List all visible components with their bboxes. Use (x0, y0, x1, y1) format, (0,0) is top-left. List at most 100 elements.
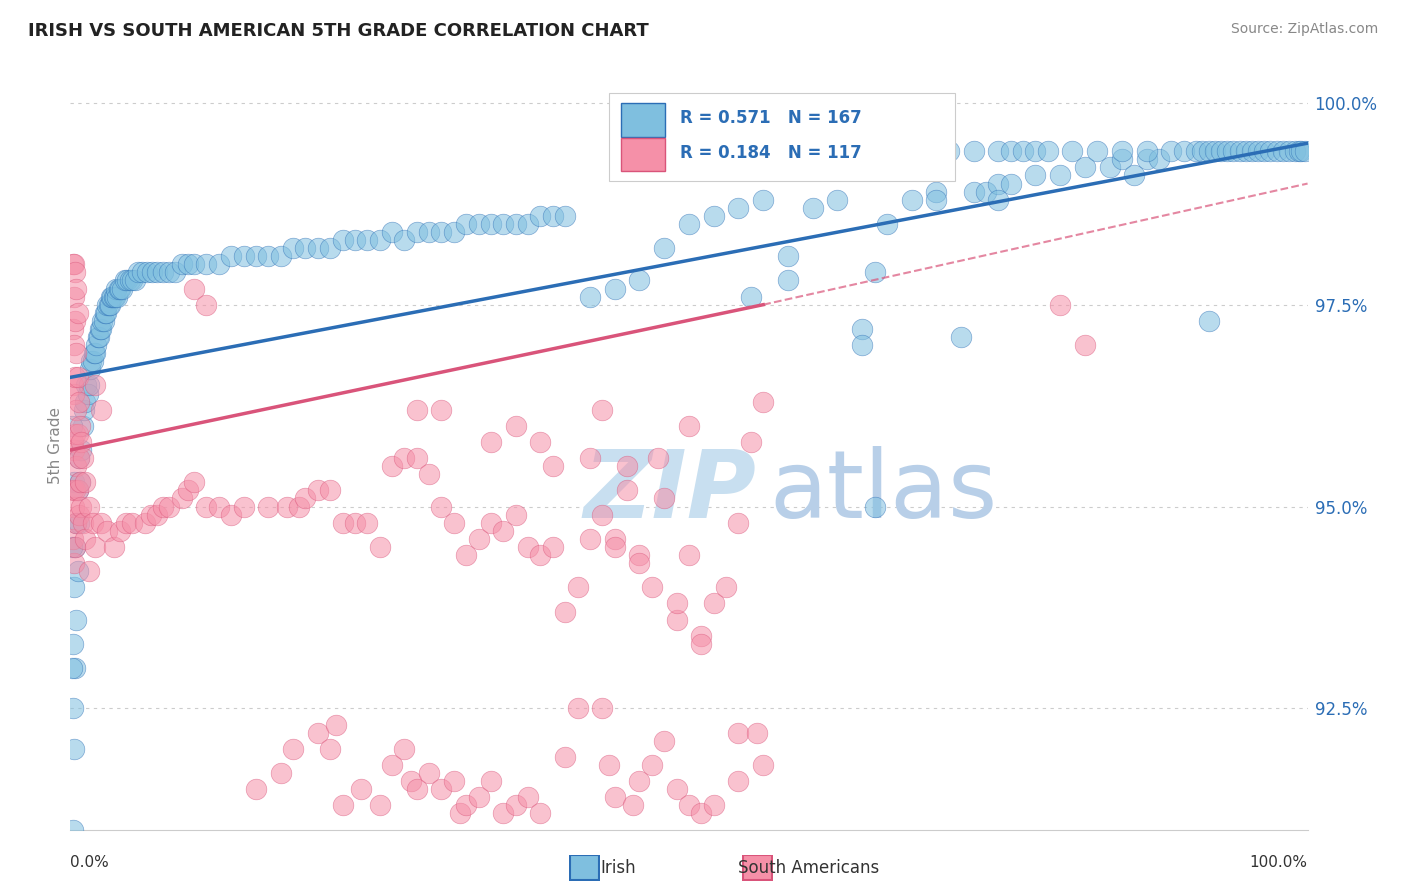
Point (1204, 145, 1226, 159)
Point (541, 209, 564, 223)
Point (131, 265, 153, 279)
Point (443, 516, 465, 530)
Point (492, 217, 515, 231)
Point (1294, 145, 1316, 159)
Point (62, 822, 84, 837)
Point (727, 516, 749, 530)
Point (381, 459, 404, 474)
Point (232, 500, 254, 514)
Point (925, 185, 948, 199)
FancyBboxPatch shape (744, 855, 772, 880)
Point (70, 443, 93, 458)
Point (1049, 298, 1071, 312)
Point (1185, 145, 1208, 159)
FancyBboxPatch shape (621, 103, 665, 136)
Point (63, 475, 86, 490)
Point (72, 418, 94, 433)
Point (75, 378, 97, 392)
Point (381, 225, 404, 239)
Point (77, 500, 100, 514)
Point (529, 434, 551, 449)
Point (63, 386, 86, 401)
Point (1173, 145, 1195, 159)
Point (517, 217, 540, 231)
Point (307, 725, 329, 739)
Point (63, 443, 86, 458)
Point (343, 233, 366, 247)
Point (703, 597, 725, 611)
Point (294, 241, 316, 255)
Y-axis label: 5th Grade: 5th Grade (48, 408, 63, 484)
Point (863, 145, 886, 159)
Point (65, 516, 87, 530)
Point (567, 580, 589, 594)
Point (325, 717, 347, 731)
Point (65, 661, 87, 675)
Point (183, 281, 205, 295)
Point (1198, 145, 1220, 159)
Point (245, 249, 267, 263)
Point (1024, 169, 1046, 183)
Point (598, 758, 620, 772)
Point (177, 483, 200, 498)
Point (1284, 145, 1306, 159)
Point (356, 233, 378, 247)
Point (579, 532, 602, 546)
Point (456, 548, 478, 562)
Point (69, 475, 91, 490)
Point (449, 806, 471, 821)
Point (86, 330, 108, 344)
Point (62, 434, 84, 449)
Point (443, 774, 465, 789)
Point (65, 281, 87, 295)
Point (1234, 145, 1257, 159)
Point (863, 500, 886, 514)
Point (678, 418, 700, 433)
Point (529, 806, 551, 821)
Point (90, 516, 112, 530)
Point (900, 193, 922, 207)
Point (1229, 145, 1251, 159)
Point (245, 782, 267, 797)
Point (579, 451, 602, 466)
Point (690, 629, 713, 643)
Point (652, 241, 675, 255)
Point (938, 145, 960, 159)
Point (1147, 153, 1170, 167)
Point (505, 217, 527, 231)
Point (405, 225, 427, 239)
Point (641, 580, 664, 594)
Point (1000, 145, 1022, 159)
Point (603, 540, 626, 554)
Point (727, 725, 749, 739)
Point (591, 701, 613, 715)
Point (1136, 153, 1159, 167)
Point (1062, 145, 1084, 159)
Point (727, 201, 749, 215)
Point (84, 540, 107, 554)
Point (554, 209, 576, 223)
Point (77, 564, 100, 578)
Point (281, 241, 304, 255)
Point (368, 233, 391, 247)
Point (65, 516, 87, 530)
Point (65, 613, 87, 627)
Point (67, 394, 90, 409)
Point (94, 306, 117, 320)
Point (66, 370, 89, 384)
Point (1036, 145, 1059, 159)
Point (579, 290, 602, 304)
Point (863, 265, 886, 279)
Point (257, 249, 280, 263)
Point (281, 741, 304, 756)
Point (1288, 145, 1310, 159)
Point (1098, 161, 1121, 175)
Point (876, 217, 898, 231)
Point (65, 314, 87, 328)
Point (67, 516, 90, 530)
Point (332, 516, 354, 530)
Point (157, 265, 180, 279)
FancyBboxPatch shape (621, 137, 665, 171)
Point (591, 508, 613, 522)
Point (63, 338, 86, 352)
